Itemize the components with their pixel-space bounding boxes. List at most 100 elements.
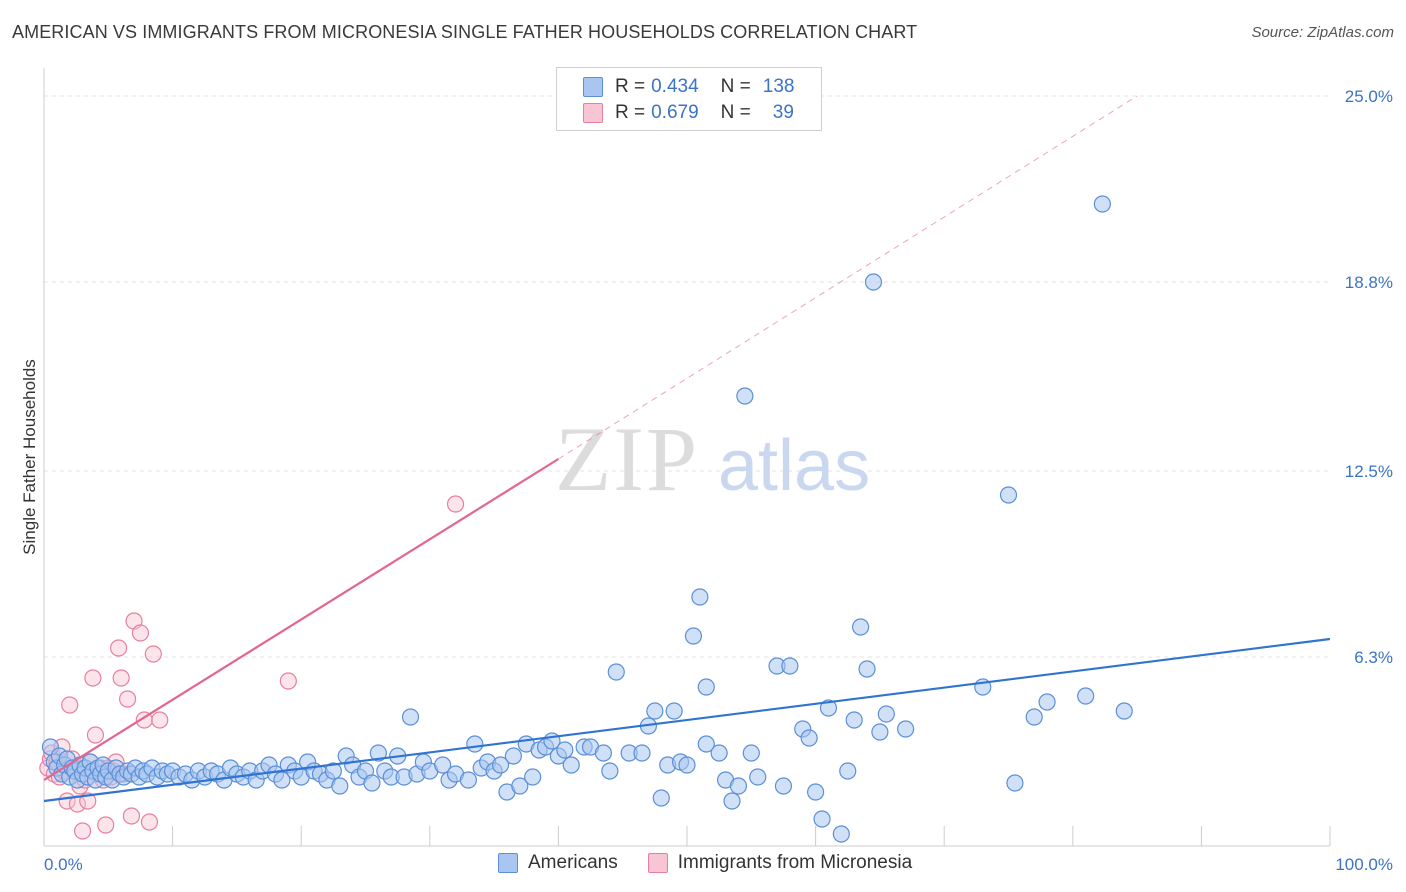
y-tick-label: 12.5% <box>1345 462 1393 481</box>
american-point <box>877 705 895 723</box>
american-point <box>556 741 574 759</box>
americans-r-value: 0.434 <box>651 76 699 97</box>
american-point <box>524 768 542 786</box>
americans-trend-line <box>43 637 1331 803</box>
micronesia-legend-label: Immigrants from Micronesia <box>677 852 913 873</box>
y-axis-label: Single Father Households <box>20 359 39 555</box>
micronesia-point <box>109 639 128 657</box>
american-point <box>897 720 915 738</box>
american-point <box>691 588 709 606</box>
axis-layer: 6.3% 12.5% 18.8% 25.0% 0.0% 100.0% <box>43 68 1393 874</box>
micronesia-r-value: 0.679 <box>651 102 699 123</box>
micronesia-trend-line <box>43 458 559 781</box>
micronesia-legend-swatch <box>647 853 668 873</box>
american-point <box>369 744 387 762</box>
american-point <box>504 747 522 765</box>
american-point <box>652 789 670 807</box>
micronesia-point <box>144 645 162 663</box>
legend-row-micronesia: R = 0.679 N = 39 <box>583 101 794 125</box>
american-point <box>749 768 767 786</box>
american-point <box>845 711 863 729</box>
micronesia-points <box>39 495 465 840</box>
series-legend: Americans Immigrants from Micronesia <box>498 852 942 874</box>
micronesia-trend-extension <box>558 95 1138 460</box>
american-point <box>1093 195 1111 213</box>
american-point <box>729 777 748 795</box>
legend-item-micronesia: Immigrants from Micronesia <box>647 852 913 874</box>
micronesia-point <box>84 669 102 687</box>
y-tick-label: 25.0% <box>1345 87 1393 106</box>
legend-n-label: N = <box>720 76 751 97</box>
american-point <box>781 657 799 675</box>
grid-layer <box>44 95 1330 658</box>
american-point <box>434 756 452 774</box>
american-point <box>459 771 477 789</box>
micronesia-point <box>97 816 115 834</box>
american-points <box>41 195 1133 843</box>
american-point <box>594 744 613 762</box>
x-tick-label: 0.0% <box>44 855 83 874</box>
correlation-legend: R = 0.434 N = 138 R = 0.679 N = 39 <box>556 67 822 131</box>
micronesia-point <box>140 813 159 831</box>
american-point <box>1077 687 1095 705</box>
american-point <box>601 762 619 780</box>
source-credit: Source: ZipAtlas.com <box>1251 24 1394 41</box>
american-point <box>665 702 683 720</box>
american-point <box>1115 702 1133 720</box>
watermark-zip: ZIP <box>555 408 699 510</box>
micronesia-point <box>279 672 297 690</box>
american-point <box>813 810 831 828</box>
american-point <box>466 735 484 753</box>
american-point <box>1038 693 1056 711</box>
chart-title: AMERICAN VS IMMIGRANTS FROM MICRONESIA S… <box>12 22 918 42</box>
legend-n-label: N = <box>720 102 751 123</box>
american-point <box>633 744 651 762</box>
american-point <box>819 699 838 717</box>
legend-row-americans: R = 0.434 N = 138 <box>583 75 794 99</box>
american-point <box>678 756 696 774</box>
micronesia-point <box>151 711 169 729</box>
american-point <box>646 702 664 720</box>
american-point <box>742 744 760 762</box>
american-point <box>871 723 889 741</box>
american-point <box>324 762 342 780</box>
american-point <box>806 783 825 801</box>
micronesia-point <box>131 624 150 642</box>
american-point <box>401 708 420 726</box>
american-point <box>363 774 381 792</box>
micronesia-swatch <box>583 103 603 123</box>
americans-n-value: 138 <box>762 76 795 97</box>
american-point <box>562 756 580 774</box>
micronesia-point <box>446 495 465 513</box>
american-point <box>684 627 703 645</box>
american-point <box>491 756 510 774</box>
american-point <box>839 762 857 780</box>
legend-r-label: R = <box>615 76 646 97</box>
y-tick-label: 6.3% <box>1354 648 1393 667</box>
american-point <box>697 735 715 753</box>
y-tick-label: 18.8% <box>1345 273 1393 292</box>
watermark: ZIP atlas <box>555 408 870 510</box>
american-point <box>331 777 349 795</box>
american-point <box>774 777 793 795</box>
american-point <box>511 777 529 795</box>
micronesia-point <box>122 807 141 825</box>
americans-legend-swatch <box>498 853 518 873</box>
micronesia-point <box>86 726 105 744</box>
micronesia-point <box>118 690 137 708</box>
american-point <box>852 618 870 636</box>
micronesia-point <box>61 696 79 714</box>
legend-r-label: R = <box>615 102 646 123</box>
american-point <box>864 273 883 291</box>
american-point <box>607 663 625 681</box>
trend-layer <box>43 95 1331 803</box>
micronesia-point <box>73 822 92 840</box>
american-point <box>800 729 818 747</box>
micronesia-point <box>112 669 130 687</box>
american-point <box>999 486 1018 504</box>
american-point <box>697 678 715 696</box>
american-point <box>1025 708 1043 726</box>
american-point <box>710 744 728 762</box>
watermark-atlas: atlas <box>718 426 870 506</box>
